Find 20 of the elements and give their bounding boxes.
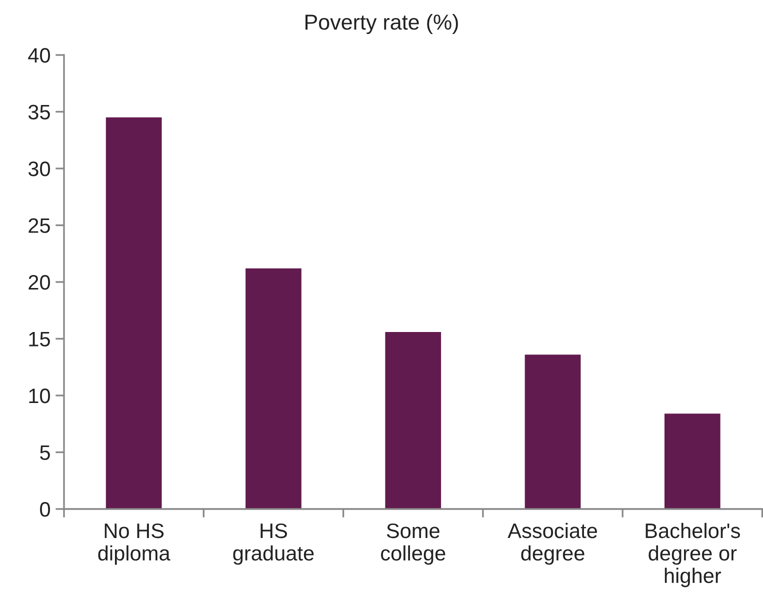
y-tick-label: 25 [28, 218, 50, 234]
bar [664, 414, 720, 509]
y-tick-label: 15 [29, 332, 50, 347]
bar [246, 268, 302, 509]
x-tick-label: No HS diploma [98, 523, 170, 565]
x-tick-label: Associate degree [508, 522, 598, 565]
x-tick-label: Bachelor's degree or higher [646, 522, 740, 588]
x-tick-label: Some college [380, 523, 446, 565]
y-tick-label: 35 [28, 104, 50, 120]
y-tick-label: 0 [40, 502, 50, 517]
bar [524, 354, 581, 509]
y-tick-label: 5 [40, 445, 50, 460]
chart-title: Poverty rate (%) [306, 14, 458, 34]
y-tick-label: 30 [28, 162, 50, 176]
bar [106, 117, 162, 509]
bar [385, 332, 442, 509]
x-tick-label: HS graduate [233, 523, 314, 565]
y-tick-label: 20 [28, 275, 50, 290]
y-tick-label: 10 [29, 388, 50, 404]
y-tick-label: 40 [28, 48, 50, 63]
